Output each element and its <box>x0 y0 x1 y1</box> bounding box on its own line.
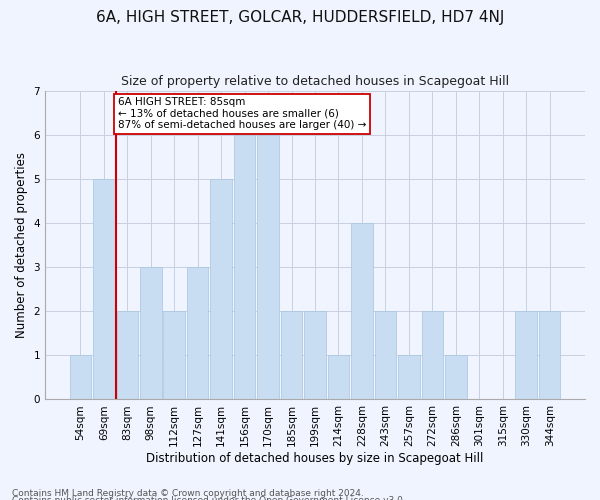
Bar <box>70 356 91 400</box>
Y-axis label: Number of detached properties: Number of detached properties <box>15 152 28 338</box>
Text: 6A HIGH STREET: 85sqm
← 13% of detached houses are smaller (6)
87% of semi-detac: 6A HIGH STREET: 85sqm ← 13% of detached … <box>118 97 366 130</box>
Bar <box>234 134 256 400</box>
Bar <box>163 311 185 400</box>
Bar <box>281 311 302 400</box>
Bar <box>211 179 232 400</box>
Bar <box>328 356 349 400</box>
Bar <box>116 311 138 400</box>
Bar <box>257 134 279 400</box>
Bar <box>515 311 537 400</box>
Title: Size of property relative to detached houses in Scapegoat Hill: Size of property relative to detached ho… <box>121 75 509 88</box>
Text: 6A, HIGH STREET, GOLCAR, HUDDERSFIELD, HD7 4NJ: 6A, HIGH STREET, GOLCAR, HUDDERSFIELD, H… <box>96 10 504 25</box>
Bar <box>140 267 161 400</box>
Text: Contains public sector information licensed under the Open Government Licence v3: Contains public sector information licen… <box>12 496 406 500</box>
Text: Contains HM Land Registry data © Crown copyright and database right 2024.: Contains HM Land Registry data © Crown c… <box>12 488 364 498</box>
X-axis label: Distribution of detached houses by size in Scapegoat Hill: Distribution of detached houses by size … <box>146 452 484 465</box>
Bar <box>351 223 373 400</box>
Bar <box>304 311 326 400</box>
Bar <box>398 356 419 400</box>
Bar <box>374 311 396 400</box>
Bar <box>539 311 560 400</box>
Bar <box>422 311 443 400</box>
Bar <box>93 179 115 400</box>
Bar <box>187 267 208 400</box>
Bar <box>445 356 467 400</box>
